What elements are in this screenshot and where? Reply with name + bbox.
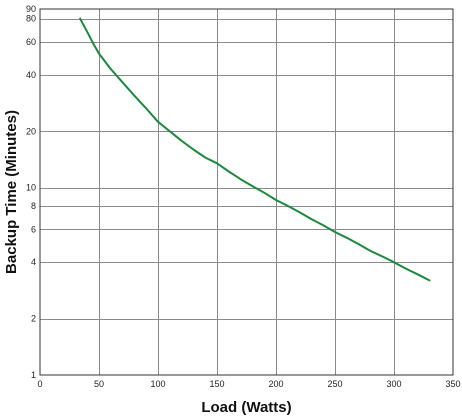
series-line: [79, 17, 431, 282]
y-tick-label: 2: [31, 314, 36, 324]
y-tick-label: 90: [26, 4, 36, 14]
x-tick-label: 350: [445, 379, 460, 389]
y-tick-label: 40: [26, 70, 36, 80]
x-tick-label: 300: [386, 379, 401, 389]
plot-frame: [39, 8, 454, 376]
x-tick-label: 150: [209, 379, 224, 389]
x-tick-label: 100: [150, 379, 165, 389]
x-tick-labels: 0 50 100 150 200 250 300 350: [37, 379, 460, 389]
x-tick-label: 0: [37, 379, 42, 389]
x-tick-label: 200: [268, 379, 283, 389]
series-layer: [79, 17, 431, 282]
y-tick-label: 20: [26, 126, 36, 136]
grid-lines: [40, 9, 453, 375]
y-tick-label: 4: [31, 257, 36, 267]
x-axis-title: Load (Watts): [201, 399, 291, 416]
y-axis-title: Backup Time (Minutes): [3, 110, 20, 274]
y-tick-label: 1: [31, 370, 36, 380]
y-tick-label: 60: [26, 37, 36, 47]
y-tick-label: 6: [31, 224, 36, 234]
x-tick-label: 50: [94, 379, 104, 389]
x-tick-label: 250: [327, 379, 342, 389]
y-tick-label: 10: [26, 183, 36, 193]
y-tick-label: 8: [31, 201, 36, 211]
y-tick-label: 80: [26, 14, 36, 24]
